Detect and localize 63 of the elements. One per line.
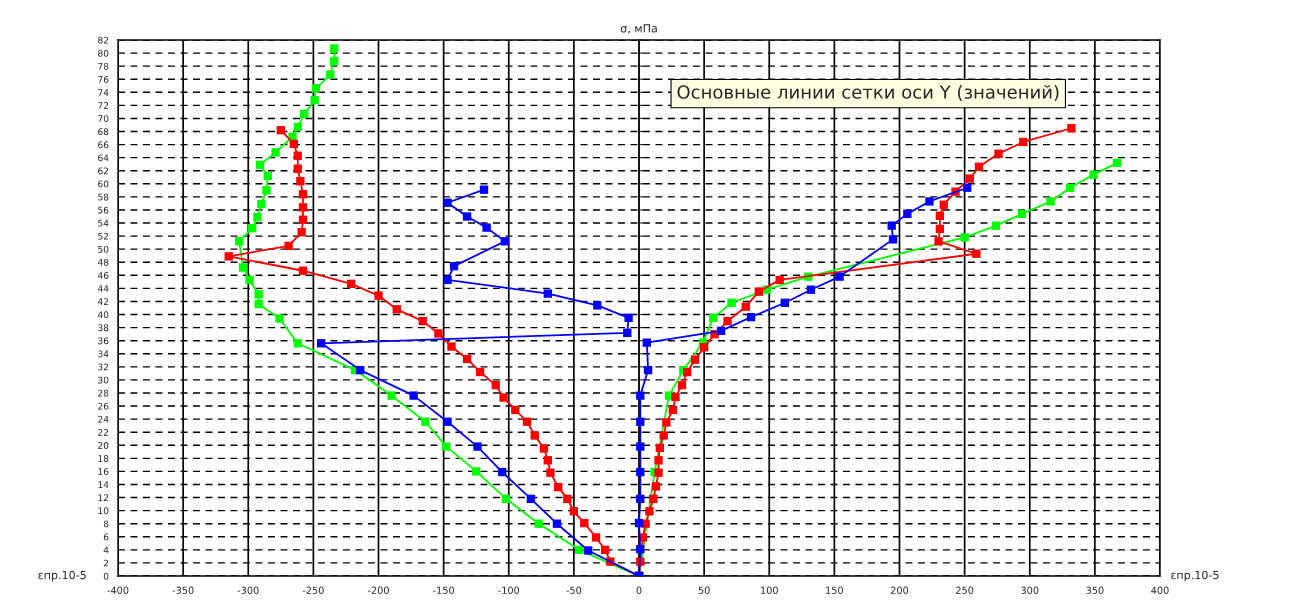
- y-tick-label: 4: [103, 546, 109, 554]
- x-tick-label: 150: [826, 586, 844, 594]
- annotation: Основные линии сетки оси Y (значений): [677, 84, 1059, 101]
- y-tick-label: 26: [98, 402, 109, 410]
- y-tick-label: 20: [98, 442, 109, 449]
- x-tick-label: -300: [237, 586, 259, 594]
- y-tick-label: 30: [98, 376, 109, 384]
- y-tick-label: 48: [97, 258, 109, 266]
- y-tick-label: 78: [98, 62, 109, 70]
- y-tick-label: 42: [97, 298, 109, 305]
- y-tick-label: 56: [98, 206, 109, 214]
- y-tick-label: 68: [98, 128, 109, 136]
- y-tick-label: 76: [98, 75, 109, 83]
- y-tick-label: 28: [98, 389, 109, 397]
- x-tick-label: 50: [698, 586, 710, 594]
- y-tick-label: 34: [98, 350, 109, 358]
- x-tick-label: -350: [172, 586, 194, 594]
- y-tick-label: 82: [98, 36, 109, 44]
- y-tick-label: 0: [103, 572, 109, 580]
- y-tick-label: 74: [98, 89, 109, 96]
- y-tick-label: 46: [97, 272, 109, 279]
- x-tick-label: 250: [956, 586, 974, 594]
- y-tick-label: 2: [103, 559, 109, 567]
- x-tick-label: -150: [433, 586, 455, 594]
- y-tick-label: 66: [98, 141, 109, 149]
- y-tick-label: 36: [98, 337, 109, 345]
- x-axis-title: εпр.10-5: [1171, 570, 1219, 582]
- y-tick-label: 80: [98, 49, 109, 57]
- y-tick-label: 12: [98, 494, 109, 501]
- y-tick-label: 64: [98, 154, 109, 162]
- y-tick-label: 60: [98, 180, 109, 188]
- x-tick-label: 400: [1151, 586, 1169, 594]
- x-tick-label: 100: [761, 586, 778, 594]
- text: εпр.10-5: [38, 570, 86, 582]
- y-tick-label: 50: [98, 245, 109, 253]
- y-tick-label: 44: [97, 285, 109, 292]
- y-axis-title: σ, мПа: [620, 24, 657, 34]
- y-tick-label: 6: [103, 533, 109, 541]
- x-tick-label: -50: [566, 586, 582, 594]
- y-tick-label: 52: [98, 232, 109, 240]
- y-tick-label: 54: [98, 219, 109, 227]
- y-tick-label: 18: [98, 455, 109, 462]
- x-tick-label: 0: [636, 586, 642, 594]
- y-tick-label: 70: [98, 115, 109, 122]
- y-tick-label: 38: [98, 324, 109, 332]
- x-tick-label: -100: [498, 586, 520, 594]
- x-tick-label: 300: [1021, 586, 1039, 594]
- y-tick-label: 32: [98, 363, 109, 371]
- y-tick-label: 8: [103, 520, 109, 528]
- y-tick-label: 40: [97, 311, 109, 319]
- x-tick-label: -200: [367, 586, 389, 594]
- y-tick-label: 62: [98, 167, 109, 175]
- y-tick-label: 24: [98, 415, 109, 423]
- y-tick-label: 16: [98, 468, 109, 475]
- y-tick-label: 58: [98, 193, 109, 201]
- x-tick-label: 350: [1086, 586, 1104, 594]
- x-tick-label: -400: [107, 586, 129, 594]
- x-tick-label: 200: [890, 586, 909, 594]
- y-tick-label: 72: [98, 102, 109, 109]
- y-tick-label: 14: [98, 481, 109, 488]
- y-tick-label: 10: [98, 507, 109, 515]
- y-tick-label: 22: [98, 428, 109, 436]
- x-tick-label: -250: [302, 586, 324, 594]
